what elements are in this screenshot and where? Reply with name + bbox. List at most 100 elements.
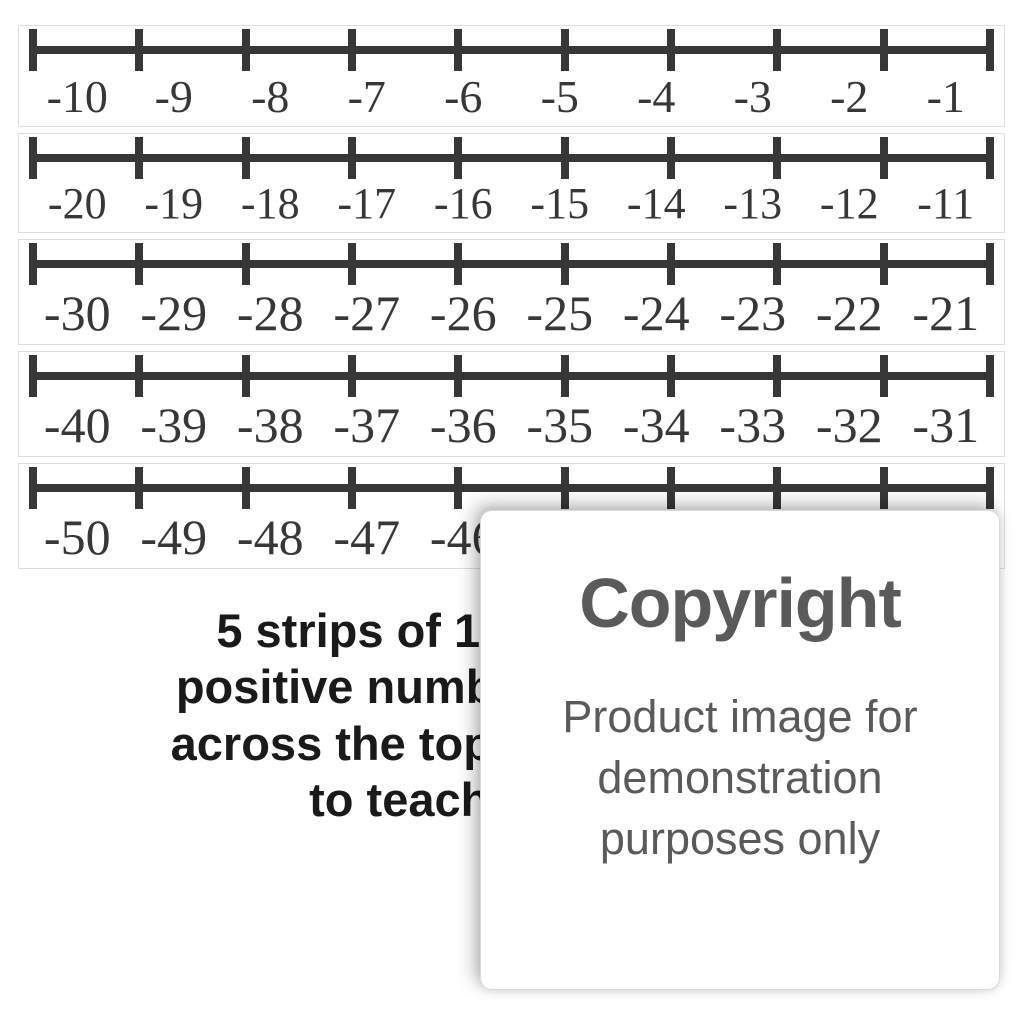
number-label: -40: [29, 400, 126, 450]
tick-mark: [348, 467, 356, 509]
overlay-subtitle-line: demonstration: [521, 748, 959, 809]
overlay-subtitle: Product image for demonstration purposes…: [521, 687, 959, 869]
number-label: -10: [29, 74, 126, 120]
tick-group: [29, 26, 994, 74]
tick-mark: [29, 243, 37, 285]
tick-mark: [561, 467, 569, 509]
tick-mark: [454, 137, 462, 179]
number-line-axis: [29, 352, 994, 400]
tick-mark: [348, 355, 356, 397]
tick-mark: [667, 243, 675, 285]
number-label: -8: [222, 74, 319, 120]
overlay-subtitle-line: Product image for: [521, 687, 959, 748]
number-label: -36: [415, 400, 512, 450]
label-row: -40 -39 -38 -37 -36 -35 -34 -33 -32 -31: [29, 400, 994, 456]
label-row: -10 -9 -8 -7 -6 -5 -4 -3 -2 -1: [29, 74, 994, 126]
tick-mark: [242, 355, 250, 397]
number-label: -49: [126, 512, 223, 562]
label-row: -30 -29 -28 -27 -26 -25 -24 -23 -22 -21: [29, 288, 994, 344]
number-label: -47: [319, 512, 416, 562]
number-label: -12: [801, 182, 898, 226]
number-label: -38: [222, 400, 319, 450]
number-label: -20: [29, 182, 126, 226]
tick-mark: [986, 29, 994, 71]
number-label: -50: [29, 512, 126, 562]
tick-mark: [135, 29, 143, 71]
number-label: -24: [608, 288, 705, 338]
number-label: -28: [222, 288, 319, 338]
tick-mark: [880, 137, 888, 179]
number-label: -26: [415, 288, 512, 338]
number-label: -5: [512, 74, 609, 120]
tick-mark: [242, 243, 250, 285]
tick-mark: [561, 137, 569, 179]
tick-mark: [29, 137, 37, 179]
strip-row-4: -40 -39 -38 -37 -36 -35 -34 -33 -32 -31: [18, 351, 1005, 457]
number-label: -16: [415, 182, 512, 226]
tick-mark: [348, 137, 356, 179]
tick-mark: [242, 137, 250, 179]
number-label: -30: [29, 288, 126, 338]
number-label: -39: [126, 400, 223, 450]
number-label: -33: [705, 400, 802, 450]
tick-mark: [773, 355, 781, 397]
number-label: -3: [705, 74, 802, 120]
number-label: -34: [608, 400, 705, 450]
number-line-strips: -10 -9 -8 -7 -6 -5 -4 -3 -2 -1 -20 -19 -…: [0, 0, 1023, 569]
strip-row-1: -10 -9 -8 -7 -6 -5 -4 -3 -2 -1: [18, 25, 1005, 127]
number-label: -37: [319, 400, 416, 450]
tick-mark: [135, 137, 143, 179]
number-line-axis: [29, 464, 994, 512]
number-label: -7: [319, 74, 416, 120]
tick-group: [29, 240, 994, 288]
tick-mark: [454, 29, 462, 71]
tick-mark: [773, 243, 781, 285]
number-label: -18: [222, 182, 319, 226]
tick-mark: [667, 29, 675, 71]
number-line-axis: [29, 240, 994, 288]
tick-mark: [667, 137, 675, 179]
tick-mark: [29, 467, 37, 509]
label-row: -20 -19 -18 -17 -16 -15 -14 -13 -12 -11: [29, 182, 994, 232]
number-label: -25: [512, 288, 609, 338]
number-line-axis: [29, 26, 994, 74]
tick-mark: [454, 355, 462, 397]
number-label: -15: [512, 182, 609, 226]
number-label: -19: [126, 182, 223, 226]
tick-mark: [348, 243, 356, 285]
number-label: -31: [898, 400, 995, 450]
number-label: -13: [705, 182, 802, 226]
tick-mark: [773, 29, 781, 71]
overlay-title: Copyright: [521, 563, 959, 643]
number-label: -48: [222, 512, 319, 562]
tick-mark: [454, 467, 462, 509]
tick-mark: [986, 355, 994, 397]
number-label: -32: [801, 400, 898, 450]
tick-mark: [773, 467, 781, 509]
number-label: -21: [898, 288, 995, 338]
tick-group: [29, 464, 994, 512]
number-label: -22: [801, 288, 898, 338]
tick-mark: [242, 467, 250, 509]
number-label: -11: [898, 182, 995, 226]
tick-mark: [880, 467, 888, 509]
overlay-subtitle-line: purposes only: [521, 809, 959, 870]
tick-mark: [561, 29, 569, 71]
tick-mark: [986, 243, 994, 285]
tick-mark: [135, 243, 143, 285]
tick-mark: [667, 467, 675, 509]
tick-mark: [880, 355, 888, 397]
number-label: -9: [126, 74, 223, 120]
tick-mark: [135, 355, 143, 397]
tick-mark: [561, 355, 569, 397]
number-label: -17: [319, 182, 416, 226]
strip-row-2: -20 -19 -18 -17 -16 -15 -14 -13 -12 -11: [18, 133, 1005, 233]
tick-mark: [880, 29, 888, 71]
tick-mark: [29, 29, 37, 71]
tick-mark: [135, 467, 143, 509]
tick-mark: [242, 29, 250, 71]
tick-mark: [29, 355, 37, 397]
number-label: -35: [512, 400, 609, 450]
copyright-overlay: Copyright Product image for demonstratio…: [480, 510, 1000, 990]
tick-mark: [454, 243, 462, 285]
